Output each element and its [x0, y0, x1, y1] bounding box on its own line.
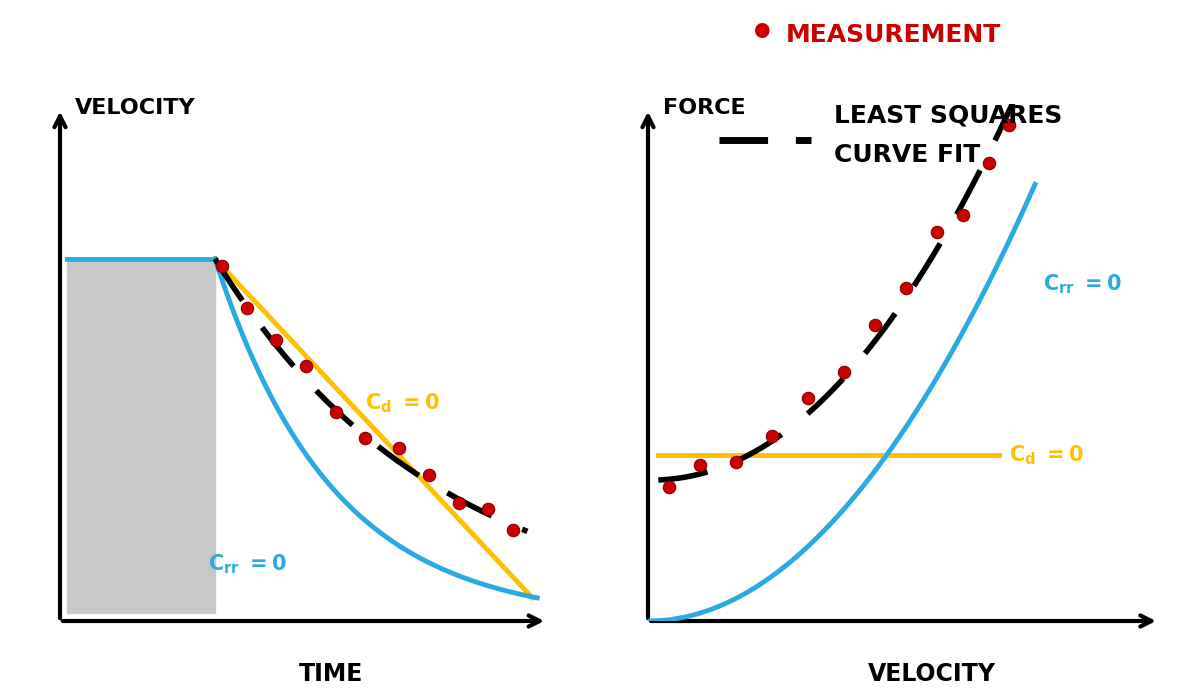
Point	[928, 226, 947, 237]
Text: MEASUREMENT: MEASUREMENT	[786, 23, 1001, 46]
Text: •: •	[749, 14, 775, 55]
Point	[355, 433, 374, 444]
Text: VELOCITY: VELOCITY	[868, 662, 996, 687]
Point	[659, 482, 678, 493]
Text: CURVE FIT: CURVE FIT	[834, 144, 980, 167]
Point	[212, 260, 232, 271]
Point	[390, 442, 409, 453]
Point	[503, 524, 522, 535]
Point	[326, 406, 346, 417]
Text: $\mathbf{C_{rr}}$ $\mathbf{=0}$: $\mathbf{C_{rr}}$ $\mathbf{=0}$	[208, 552, 287, 576]
Bar	[67, 259, 215, 613]
Point	[420, 469, 439, 480]
Point	[266, 334, 286, 345]
Text: $\mathbf{C_{rr}}$ $\mathbf{=0}$: $\mathbf{C_{rr}}$ $\mathbf{=0}$	[1043, 273, 1122, 297]
Point	[296, 360, 316, 371]
Point	[449, 498, 468, 509]
Point	[865, 320, 884, 331]
Point	[953, 210, 972, 221]
Text: VELOCITY: VELOCITY	[74, 99, 196, 118]
Text: $\mathbf{C_d}$ $\mathbf{= 0}$: $\mathbf{C_d}$ $\mathbf{= 0}$	[365, 392, 440, 415]
Point	[479, 504, 498, 515]
Point	[762, 431, 781, 442]
Text: FORCE: FORCE	[664, 99, 746, 118]
Point	[896, 283, 916, 294]
Text: TIME: TIME	[299, 662, 362, 687]
Point	[798, 393, 817, 404]
Point	[1000, 119, 1019, 130]
Point	[834, 366, 853, 377]
Point	[690, 460, 709, 471]
Text: $\mathbf{C_d}$ $\mathbf{= 0}$: $\mathbf{C_d}$ $\mathbf{= 0}$	[1009, 444, 1084, 467]
Point	[238, 303, 257, 314]
Point	[726, 456, 745, 467]
Text: LEAST SQUARES: LEAST SQUARES	[834, 104, 1062, 128]
Point	[979, 157, 998, 168]
